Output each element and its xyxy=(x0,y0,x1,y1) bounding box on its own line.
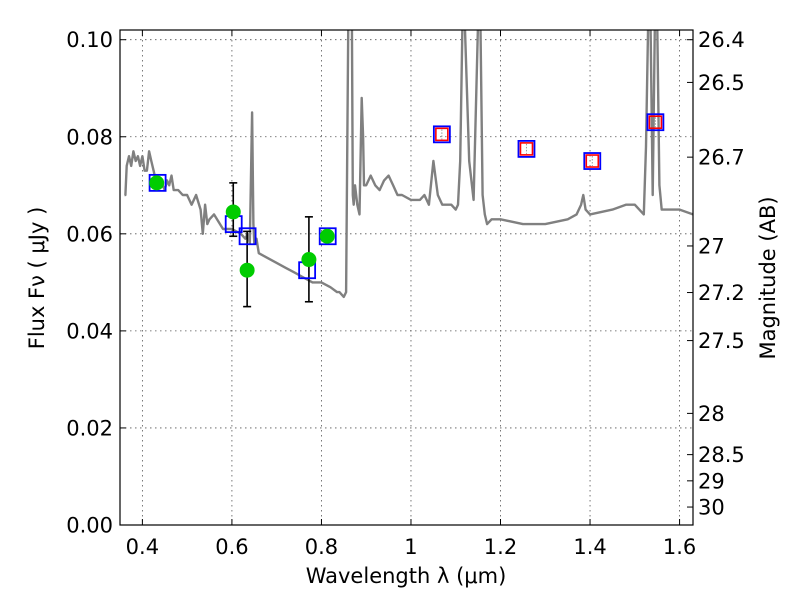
y-tick-label: 0.02 xyxy=(66,416,113,440)
plot-frame xyxy=(119,29,694,526)
y-tick-label: 0.00 xyxy=(66,514,113,538)
y-tick-label: 0.10 xyxy=(66,28,113,52)
red-square-marker xyxy=(648,115,663,130)
x-axis-title-text: Wavelength λ (μm) xyxy=(306,564,507,588)
x-tick-label: 0.4 xyxy=(126,535,159,559)
green-data-point xyxy=(149,175,165,191)
green-data-point xyxy=(239,262,255,278)
x-tick-label: 0.8 xyxy=(305,535,338,559)
axis-ticks xyxy=(120,30,693,526)
green-data-point xyxy=(225,204,241,220)
y2-tick-label: 26.4 xyxy=(698,28,745,52)
x-tick-label: 1.6 xyxy=(663,535,696,559)
y2-axis-title-text: Magnitude (AB) xyxy=(756,196,780,359)
x-tick-label: 1.4 xyxy=(573,535,606,559)
y2-tick-label: 27.5 xyxy=(698,329,745,353)
blue-square-marker xyxy=(432,125,451,144)
y2-tick-label: 26.5 xyxy=(698,71,745,95)
blue-square-marker xyxy=(646,113,665,132)
red-square-marker xyxy=(435,127,449,142)
red-square-marker xyxy=(585,154,600,168)
axis-labels: 0.4 0.6 0.8 1 1.2 1.4 1.6 0.00 0.02 0.04 0.06 0.08 0… xyxy=(66,28,745,559)
blue-square-marker xyxy=(238,227,257,246)
y2-tick-label: 30 xyxy=(698,496,725,520)
series-line-model-sed xyxy=(124,30,693,299)
blue-square-marker xyxy=(318,227,337,246)
green-data-point xyxy=(319,228,335,244)
x-tick-label: 1.2 xyxy=(484,535,517,559)
y-axis-title: Flux Fν ( μJy ) xyxy=(25,207,49,350)
y-axis-title-text: Flux Fν ( μJy ) xyxy=(25,207,49,350)
y2-tick-label: 26.7 xyxy=(698,146,745,170)
y-tick-label: 0.06 xyxy=(66,222,113,246)
y2-tick-label: 29 xyxy=(698,469,725,493)
y-tick-label: 0.04 xyxy=(66,319,113,343)
y2-axis-title: Magnitude (AB) xyxy=(756,196,780,359)
red-square-marker xyxy=(519,142,534,156)
x-tick-label: 0.6 xyxy=(215,535,248,559)
y2-tick-label: 27 xyxy=(698,234,725,258)
y2-tick-label: 28 xyxy=(698,402,725,426)
y-tick-label: 0.08 xyxy=(66,125,113,149)
plot-area xyxy=(124,30,693,308)
x-axis-title: Wavelength λ (μm) xyxy=(306,564,507,588)
y2-tick-label: 27.2 xyxy=(698,281,745,305)
green-data-point xyxy=(301,252,317,268)
blue-square-marker xyxy=(517,139,536,158)
blue-square-marker xyxy=(583,152,602,170)
y2-tick-label: 28.5 xyxy=(698,443,745,467)
plot-background xyxy=(120,30,693,525)
x-tick-label: 1 xyxy=(404,535,417,559)
